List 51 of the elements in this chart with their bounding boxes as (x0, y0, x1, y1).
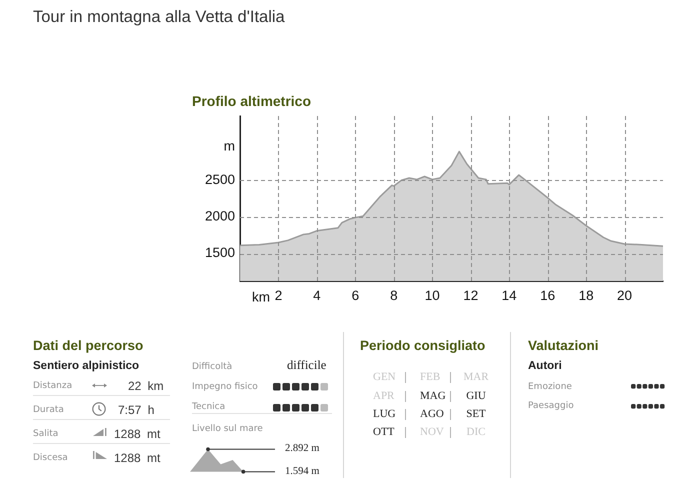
y-tick-label: 1500 (204, 245, 235, 260)
text: Tecnica (192, 401, 332, 414)
y-tick-label: 2500 (204, 172, 235, 187)
x-tick-label: 18 (578, 288, 594, 303)
x-tick-label: 8 (390, 288, 398, 303)
text: Periodo consigliato (360, 338, 486, 354)
chart-title: Tour in montagna alla Vetta d'Italia (33, 8, 285, 27)
x-axis-title: km (252, 290, 270, 305)
text: Paesaggio (528, 401, 574, 412)
text: 22 km (128, 378, 164, 392)
text: Difficoltà (192, 362, 232, 372)
y-tick-label: 2000 (204, 208, 235, 224)
text: 1288 mt (114, 450, 160, 464)
category-label: OTT (373, 426, 396, 438)
category-label: LUG (373, 408, 397, 420)
text: 1288 mt (114, 426, 160, 440)
text: difficile (287, 358, 326, 372)
chart-subtitle: Profilo altimetrico (192, 93, 312, 110)
category-label: MAG (405, 390, 450, 402)
category-label: FEB (405, 371, 450, 383)
x-tick-label: 20 (617, 288, 632, 303)
x-tick-label: 12 (463, 288, 478, 303)
text: Durata (33, 405, 64, 415)
text: Discesa (33, 453, 68, 463)
x-tick-label: 6 (352, 288, 360, 303)
text: Distanza (33, 381, 72, 391)
text: Valutazioni (528, 338, 599, 354)
text: 7:57 h (118, 402, 154, 416)
category-label: MAR (450, 371, 502, 383)
text: Dati del percorso (33, 338, 144, 354)
category-label: SET (450, 408, 502, 420)
category-label: GIU (450, 390, 502, 402)
text: 2.892 m (285, 443, 320, 456)
y-axis-title: m (224, 138, 235, 154)
category-label: APR (373, 390, 396, 402)
category-label: DIC (450, 426, 502, 438)
text: 1.594 m (285, 466, 320, 478)
text: Impegno fisico (192, 382, 258, 393)
x-tick-label: 4 (313, 288, 322, 303)
text: Autori (528, 359, 562, 373)
category-label: NOV (405, 426, 450, 438)
text: Sentiero alpinistico (33, 359, 140, 373)
category-label: GEN (373, 371, 397, 383)
text: Livello sul mare (192, 424, 263, 435)
x-tick-label: 16 (540, 288, 556, 303)
category-label: AGO (405, 408, 450, 420)
x-tick-label: 14 (502, 288, 518, 303)
x-tick-label: 2 (274, 288, 282, 303)
text: Salita (33, 429, 58, 439)
x-tick-label: 10 (424, 288, 440, 303)
text: Emozione (528, 382, 572, 393)
